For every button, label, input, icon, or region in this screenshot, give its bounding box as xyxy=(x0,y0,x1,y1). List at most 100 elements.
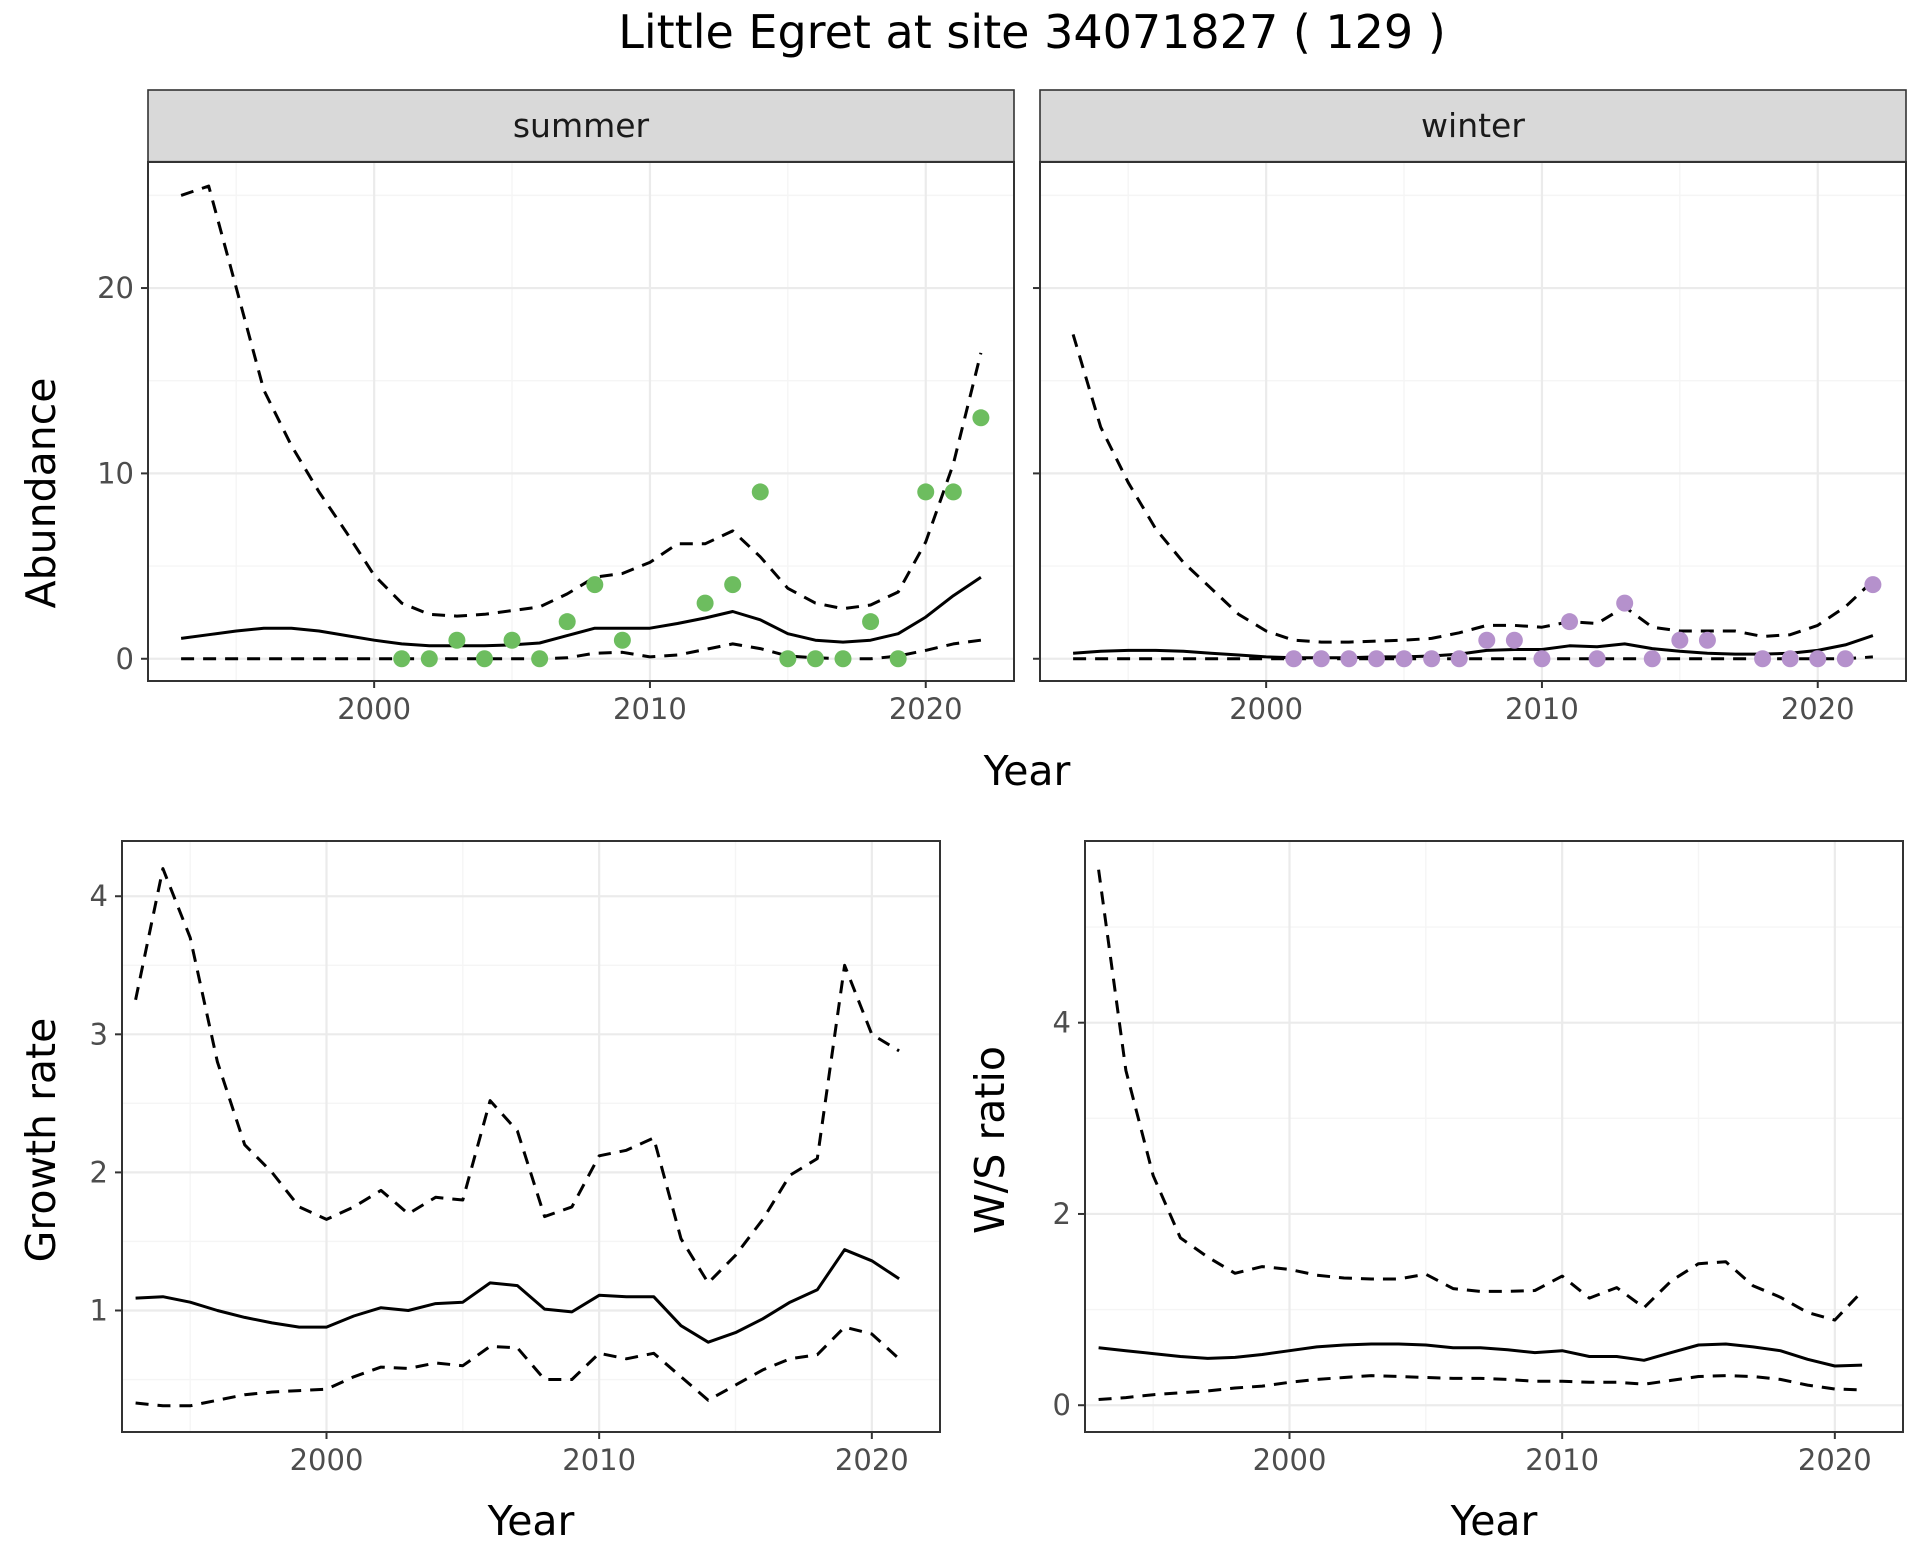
winter-observed-point xyxy=(1450,650,1468,668)
plot-summer: 2000 2010 2020 0 10 20 xyxy=(97,161,1015,726)
ratio-lower-line xyxy=(1098,1374,1863,1401)
winter-observed-point xyxy=(1505,631,1523,649)
summer-observed-point xyxy=(393,650,411,668)
summer-mean-line xyxy=(180,575,982,648)
growth-plot-background xyxy=(122,841,940,1432)
figure-title: Little Egret at site 34071827 ( 129 ) xyxy=(618,5,1446,59)
summer-observed-point xyxy=(420,650,438,668)
summer-observed-point xyxy=(558,613,576,631)
growth-mean-line xyxy=(135,1248,900,1344)
winter-observed-point xyxy=(1781,650,1799,668)
winter-observed-point xyxy=(1588,650,1606,668)
growth-x-tick-label: 2000 xyxy=(290,1443,364,1477)
panel-growth-rate: 2000 2010 2020 1 2 3 4 xyxy=(90,840,941,1477)
winter-observed-point xyxy=(1864,576,1882,594)
strip-summer xyxy=(147,89,1015,163)
winter-observed-point xyxy=(1754,650,1772,668)
growth-upper-line xyxy=(134,867,900,1285)
ratio-x-tick-label: 2000 xyxy=(1253,1443,1327,1477)
winter-observed-point xyxy=(1395,650,1413,668)
ratio-y-tick-label: 0 xyxy=(1053,1388,1071,1422)
ratio-x-tick-label: 2020 xyxy=(1798,1443,1872,1477)
summer-observed-point xyxy=(806,650,824,668)
winter-observed-point xyxy=(1561,613,1579,631)
summer-y-tick-label: 10 xyxy=(97,456,134,490)
winter-panel-border xyxy=(1039,161,1907,682)
ratio-y-axis-title: W/S ratio xyxy=(966,1046,1014,1234)
summer-upper-line xyxy=(180,184,983,618)
winter-observed-point xyxy=(1423,650,1441,668)
summer-observed-point xyxy=(751,483,769,501)
summer-x-tick-label: 2010 xyxy=(613,692,687,726)
summer-observed-point xyxy=(972,409,990,427)
summer-observed-point xyxy=(834,650,852,668)
summer-observed-point xyxy=(917,483,935,501)
growth-y-tick-label: 2 xyxy=(90,1155,108,1189)
summer-observed-point xyxy=(531,650,549,668)
winter-observed-point xyxy=(1616,594,1634,612)
summer-observed-point xyxy=(779,650,797,668)
winter-observed-point xyxy=(1836,650,1854,668)
winter-upper-line xyxy=(1071,333,1874,644)
abundance-y-axis-title: Abundance xyxy=(17,378,65,609)
summer-observed-point xyxy=(475,650,493,668)
winter-lower-line xyxy=(1073,655,1874,661)
growth-panel-border xyxy=(121,840,941,1433)
winter-observed-point xyxy=(1643,650,1661,668)
growth-x-tick-label: 2010 xyxy=(562,1443,636,1477)
summer-x-tick-label: 2020 xyxy=(889,692,963,726)
summer-plot-background xyxy=(148,162,1014,681)
growth-x-axis-title: Year xyxy=(487,1497,575,1545)
winter-x-tick-label: 2000 xyxy=(1229,692,1303,726)
growth-y-axis-title: Growth rate xyxy=(17,1018,65,1263)
winter-x-tick-label: 2010 xyxy=(1505,692,1579,726)
winter-observed-point xyxy=(1285,650,1303,668)
panel-winter: winter 2000 2010 2020 xyxy=(1033,89,1907,726)
summer-observed-point xyxy=(696,594,714,612)
strip-winter xyxy=(1039,89,1907,163)
strip-summer-label: summer xyxy=(513,106,650,145)
ratio-plot-background xyxy=(1085,841,1903,1432)
winter-plot-background xyxy=(1040,162,1906,681)
winter-observed-point xyxy=(1698,631,1716,649)
ratio-y-tick-label: 2 xyxy=(1053,1197,1071,1231)
summer-observed-point xyxy=(889,650,907,668)
winter-observed-point xyxy=(1312,650,1330,668)
summer-observed-point xyxy=(862,613,880,631)
winter-observed-point xyxy=(1533,650,1551,668)
summer-observed-point xyxy=(586,576,604,594)
top-x-axis-title: Year xyxy=(983,747,1071,795)
summer-y-tick-label: 0 xyxy=(116,642,134,676)
growth-x-tick-label: 2020 xyxy=(835,1443,909,1477)
ratio-mean-line xyxy=(1098,1342,1863,1368)
ratio-x-axis-title: Year xyxy=(1450,1497,1538,1545)
summer-y-tick-label: 20 xyxy=(97,271,134,305)
winter-observed-point xyxy=(1809,650,1827,668)
summer-observed-point xyxy=(448,631,466,649)
panel-ws-ratio: 2000 2010 2020 0 2 4 xyxy=(1053,840,1904,1477)
winter-observed-point xyxy=(1478,631,1496,649)
summer-observed-point xyxy=(503,631,521,649)
summer-x-tick-label: 2000 xyxy=(337,692,411,726)
plot-winter: 2000 2010 2020 xyxy=(1033,161,1907,726)
panel-summer: summer 2000 2010 2020 0 10 20 xyxy=(97,89,1015,726)
ratio-panel-border xyxy=(1084,840,1904,1433)
growth-y-tick-label: 1 xyxy=(90,1293,108,1327)
plot-ws-ratio: 2000 2010 2020 0 2 4 xyxy=(1053,840,1904,1477)
growth-y-tick-label: 4 xyxy=(90,879,108,913)
strip-winter-label: winter xyxy=(1421,106,1525,145)
ratio-y-tick-label: 4 xyxy=(1053,1006,1071,1040)
winter-x-tick-label: 2020 xyxy=(1781,692,1855,726)
summer-observed-point xyxy=(944,483,962,501)
summer-panel-border xyxy=(147,161,1015,682)
winter-observed-point xyxy=(1367,650,1385,668)
growth-y-tick-label: 3 xyxy=(90,1017,108,1051)
winter-observed-point xyxy=(1671,631,1689,649)
winter-mean-line xyxy=(1072,634,1874,660)
winter-observed-point xyxy=(1340,650,1358,668)
plot-growth-rate: 2000 2010 2020 1 2 3 4 xyxy=(90,840,941,1477)
ratio-x-tick-label: 2010 xyxy=(1525,1443,1599,1477)
summer-observed-point xyxy=(724,576,742,594)
summer-observed-point xyxy=(613,631,631,649)
